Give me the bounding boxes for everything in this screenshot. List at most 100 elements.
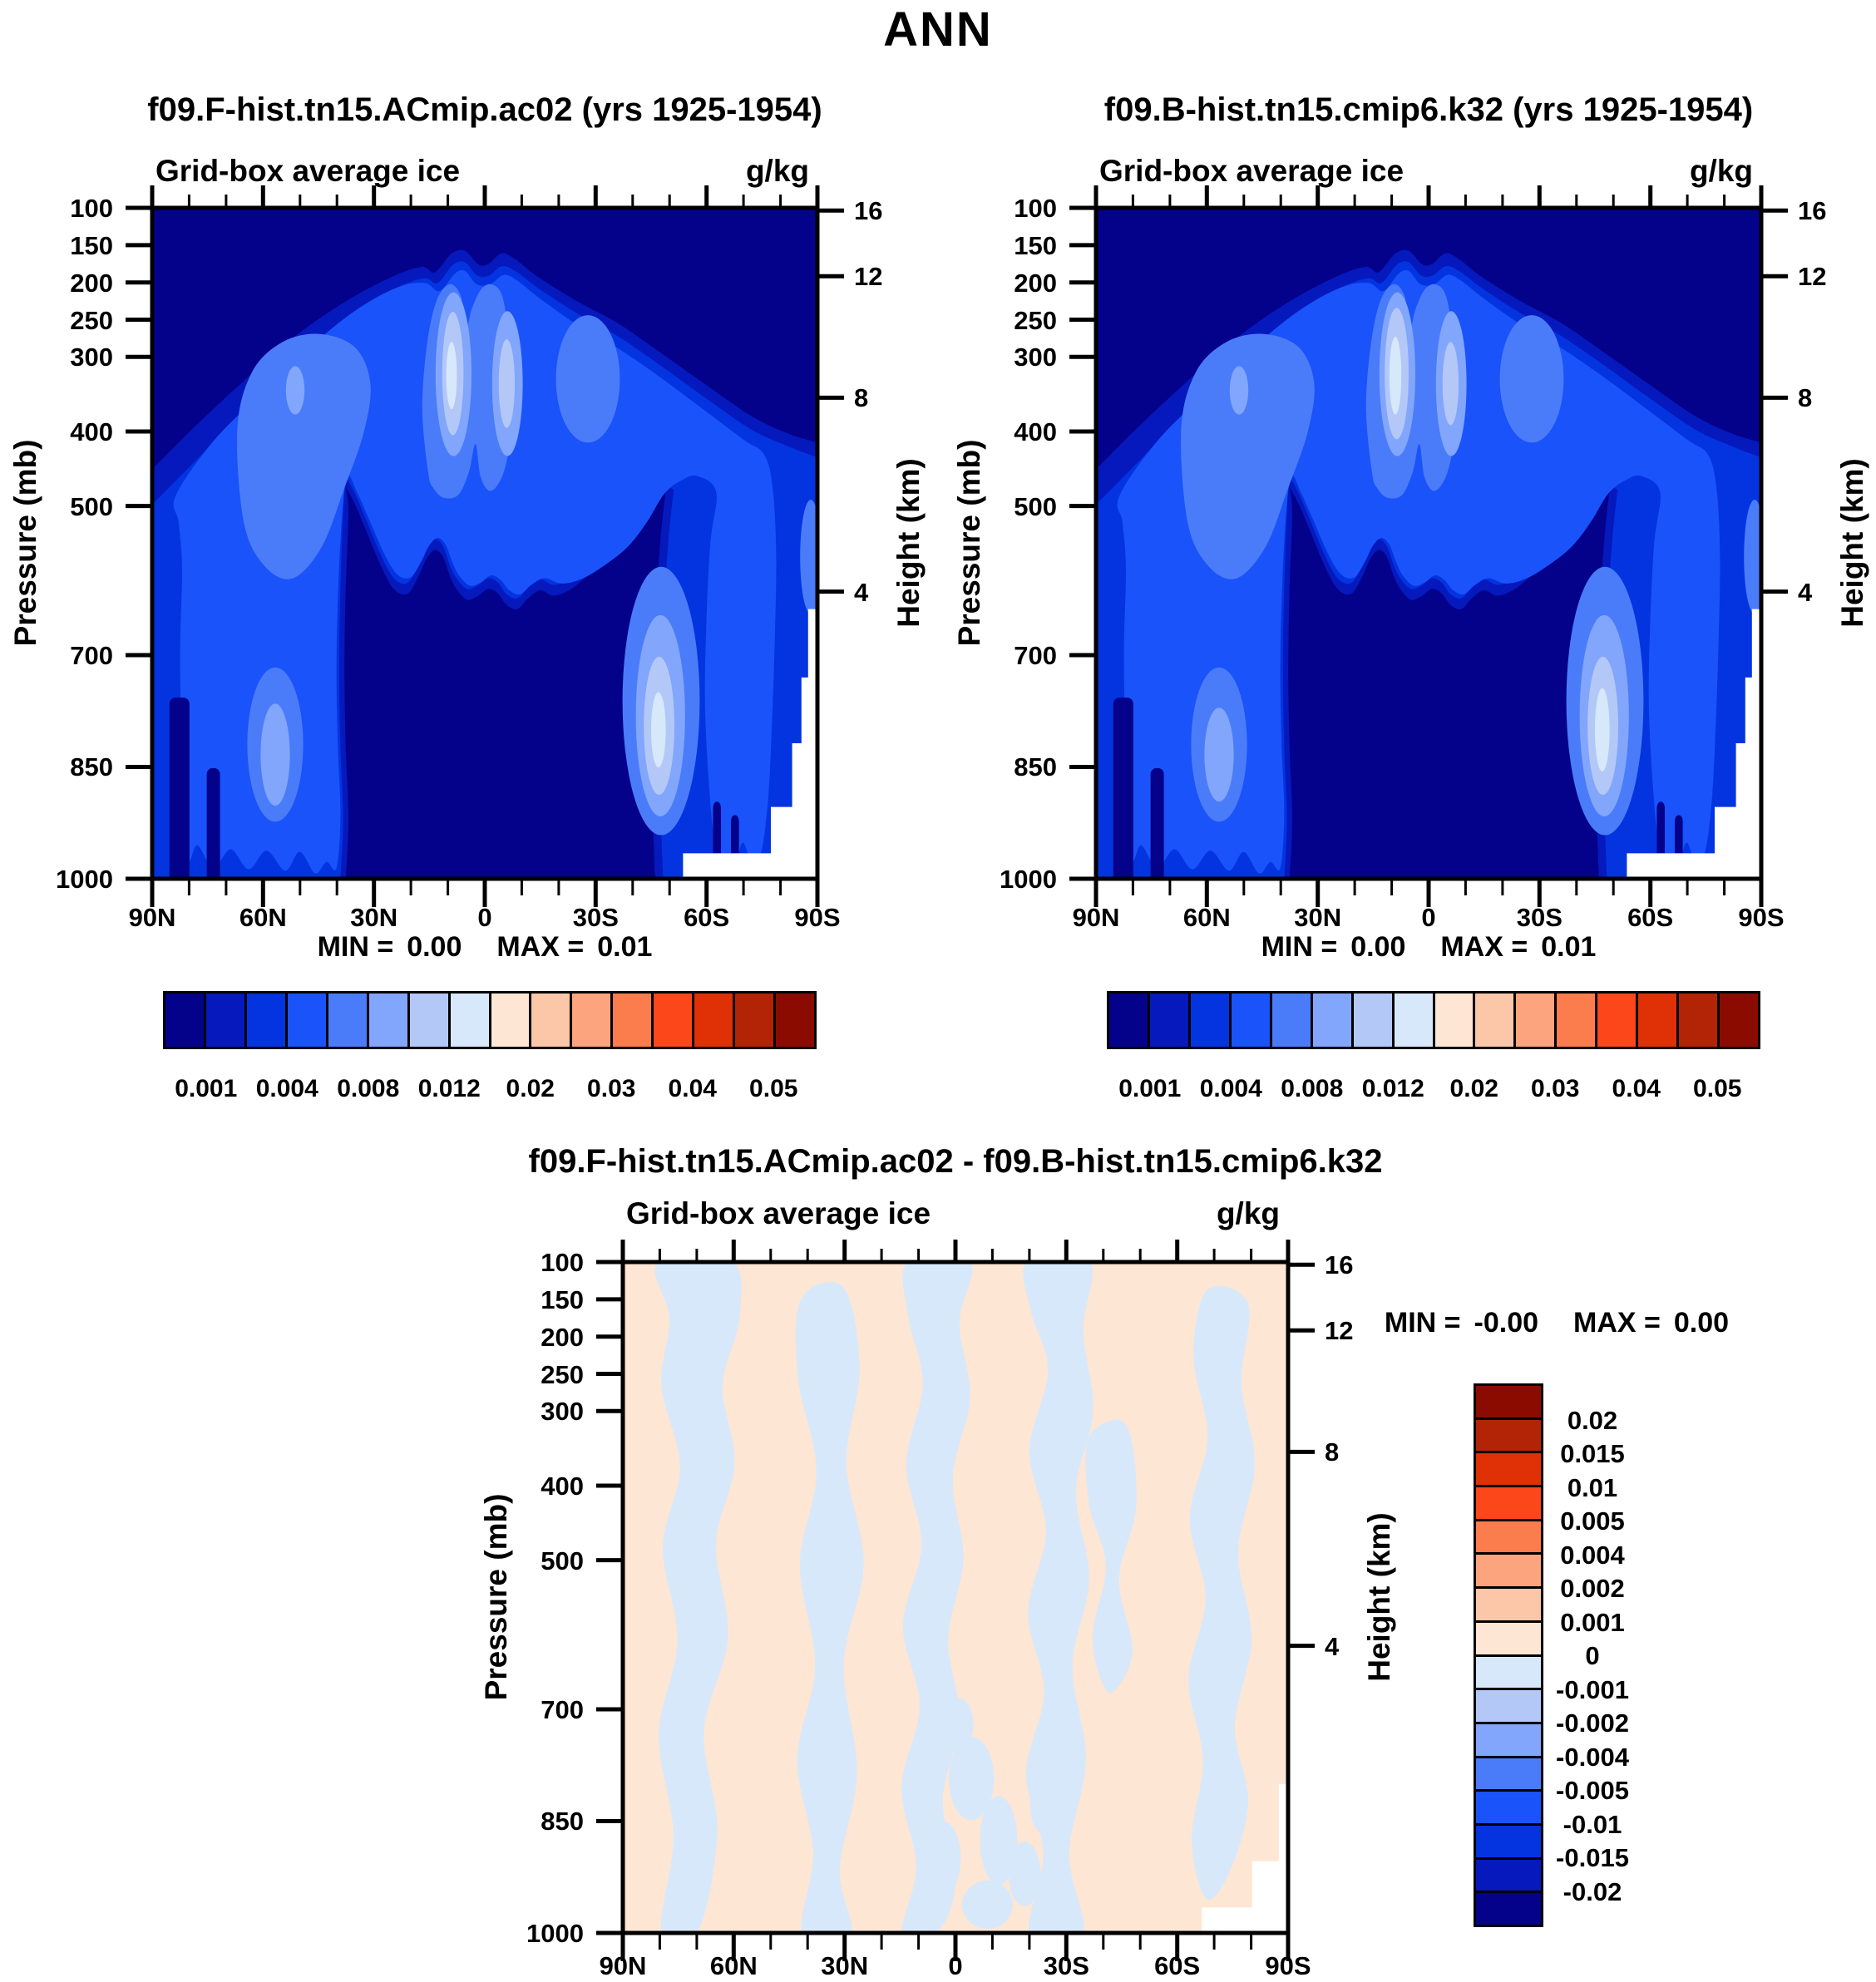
- colorbar-label: 0.01: [1567, 1472, 1618, 1502]
- colorbar-label: 0.005: [1560, 1506, 1625, 1536]
- colorbar-label: 0.012: [1361, 1075, 1424, 1102]
- pressure-tick-label: 1000: [56, 865, 113, 894]
- height-tick-label: 16: [854, 196, 883, 226]
- pressure-tick-label: 250: [70, 305, 113, 335]
- colorbar-cell: [1597, 993, 1639, 1047]
- colorbar-cell: [572, 993, 614, 1047]
- colorbar-cell: [1190, 993, 1232, 1047]
- colorbar-label: -0.01: [1563, 1809, 1622, 1839]
- min-label: MIN =: [1384, 1307, 1461, 1339]
- panel-title: f09.F-hist.tn15.ACmip.ac02 (yrs 1925-195…: [147, 91, 822, 128]
- latitude-tick-label: 30N: [821, 1951, 869, 1980]
- max-value: 0.01: [597, 931, 653, 963]
- figure-title: ANN: [883, 2, 993, 57]
- colorbar-cell: [1476, 1859, 1541, 1894]
- max-label: MAX =: [1440, 931, 1528, 963]
- pressure-tick-label: 850: [70, 752, 113, 782]
- colorbar-cell: [205, 993, 247, 1047]
- min-value: 0.00: [407, 931, 462, 963]
- latitude-tick-label: 0: [1421, 903, 1436, 932]
- units-label: g/kg: [745, 154, 809, 188]
- colorbar-cell: [246, 993, 288, 1047]
- colorbar-cell: [694, 993, 736, 1047]
- colorbar-cell: [368, 993, 410, 1047]
- field-label: Grid-box average ice: [626, 1196, 931, 1230]
- height-axis-label: Height (km): [1362, 1511, 1396, 1682]
- height-tick-label: 8: [854, 383, 869, 413]
- pressure-tick-label: 100: [70, 194, 113, 223]
- pressure-tick-label: 100: [1014, 194, 1057, 223]
- pressure-tick-label: 150: [1014, 230, 1057, 260]
- colorbar-cell: [1434, 993, 1476, 1047]
- height-tick-label: 4: [854, 577, 869, 607]
- stats-row: MIN = 0.00 MAX = 0.01: [1154, 931, 1703, 964]
- colorbar-cell: [1476, 1758, 1541, 1792]
- latitude-tick-label: 0: [477, 903, 492, 932]
- contour-plot: [1069, 185, 1788, 907]
- height-tick-label: 8: [1798, 383, 1813, 413]
- colorbar-cell: [1476, 1893, 1541, 1925]
- colorbar-label: 0.03: [1531, 1075, 1580, 1102]
- pressure-tick-label: 400: [541, 1471, 584, 1501]
- max-label: MAX =: [496, 931, 585, 963]
- height-tick-label: 4: [1798, 577, 1813, 607]
- pressure-tick-label: 100: [541, 1248, 584, 1277]
- colorbar-cell: [1476, 1386, 1541, 1420]
- pressure-tick-label: 250: [1014, 305, 1057, 335]
- colorbar-cell: [1476, 1723, 1541, 1758]
- height-tick-label: 12: [1798, 262, 1827, 292]
- pressure-tick-label: 1000: [1000, 865, 1057, 894]
- colorbar-label: -0.004: [1556, 1742, 1629, 1772]
- colorbar: [163, 991, 817, 1049]
- max-value: 0.01: [1541, 931, 1597, 963]
- pressure-tick-label: 700: [541, 1695, 584, 1725]
- colorbar-cell: [1557, 993, 1598, 1047]
- colorbar-label: 0: [1585, 1641, 1600, 1670]
- stats-row: MIN = 0.00 MAX = 0.01: [210, 931, 759, 964]
- min-label: MIN =: [1261, 931, 1338, 963]
- colorbar-label: -0.001: [1556, 1674, 1629, 1704]
- pressure-tick-label: 500: [1014, 491, 1057, 521]
- colorbar-cell: [1516, 993, 1558, 1047]
- colorbar-label: 0.02: [506, 1075, 555, 1102]
- colorbar-label: 0.002: [1560, 1574, 1625, 1603]
- units-label: g/kg: [1689, 154, 1753, 188]
- latitude-tick-label: 90S: [1265, 1951, 1311, 1980]
- pressure-tick-label: 200: [1014, 268, 1057, 298]
- colorbar-label: 0.001: [1118, 1075, 1182, 1102]
- pressure-tick-label: 250: [541, 1359, 584, 1389]
- colorbar-cell: [1109, 993, 1150, 1047]
- pressure-tick-label: 1000: [526, 1919, 584, 1948]
- max-label: MAX =: [1573, 1307, 1661, 1339]
- colorbar-cell: [1638, 993, 1680, 1047]
- colorbar-cell: [1476, 1487, 1541, 1521]
- latitude-tick-label: 90N: [128, 903, 176, 932]
- colorbar-label: 0.001: [1560, 1607, 1625, 1637]
- field-label: Grid-box average ice: [156, 154, 461, 188]
- colorbar-cell: [776, 993, 814, 1047]
- height-tick-label: 16: [1798, 196, 1827, 226]
- colorbar-cell: [1271, 993, 1313, 1047]
- pressure-tick-label: 150: [541, 1284, 584, 1314]
- colorbar-label: -0.015: [1556, 1843, 1629, 1872]
- height-axis-label: Height (km): [891, 457, 926, 628]
- colorbar-cell: [1475, 993, 1517, 1047]
- colorbar-cell: [1476, 1453, 1541, 1488]
- latitude-tick-label: 90N: [1072, 903, 1120, 932]
- pressure-tick-label: 300: [70, 343, 113, 372]
- units-label: g/kg: [1216, 1196, 1280, 1230]
- colorbar-cell: [1394, 993, 1435, 1047]
- latitude-tick-label: 90N: [599, 1951, 647, 1980]
- min-label: MIN =: [317, 931, 394, 963]
- latitude-tick-label: 60S: [684, 903, 730, 932]
- pressure-tick-label: 850: [1014, 752, 1057, 782]
- pressure-tick-label: 700: [70, 641, 113, 671]
- colorbar-cell: [654, 993, 695, 1047]
- colorbar-label: 0.04: [1612, 1075, 1661, 1102]
- contour-plot: [596, 1240, 1315, 1961]
- colorbar-cell: [1476, 1521, 1541, 1556]
- colorbar-label: 0.004: [1199, 1075, 1262, 1102]
- height-axis-label: Height (km): [1835, 457, 1869, 628]
- colorbar-label: 0.03: [587, 1075, 636, 1102]
